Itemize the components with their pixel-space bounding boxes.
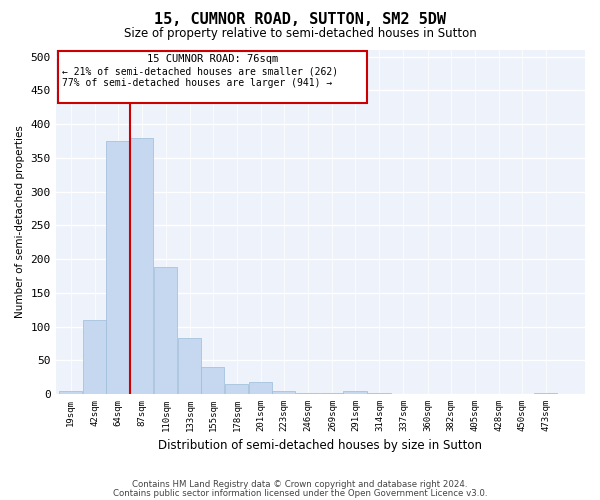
- Bar: [201, 367, 224, 394]
- Bar: [225, 384, 248, 394]
- FancyBboxPatch shape: [58, 52, 367, 102]
- Bar: [343, 390, 367, 394]
- Text: 15 CUMNOR ROAD: 76sqm: 15 CUMNOR ROAD: 76sqm: [147, 54, 278, 64]
- Text: Contains HM Land Registry data © Crown copyright and database right 2024.: Contains HM Land Registry data © Crown c…: [132, 480, 468, 489]
- Bar: [272, 390, 295, 394]
- Bar: [106, 141, 129, 394]
- Bar: [154, 267, 177, 394]
- Bar: [178, 338, 201, 394]
- X-axis label: Distribution of semi-detached houses by size in Sutton: Distribution of semi-detached houses by …: [158, 440, 482, 452]
- Bar: [296, 392, 319, 394]
- Text: Contains public sector information licensed under the Open Government Licence v3: Contains public sector information licen…: [113, 488, 487, 498]
- Bar: [59, 390, 82, 394]
- Text: 77% of semi-detached houses are larger (941) →: 77% of semi-detached houses are larger (…: [62, 78, 332, 88]
- Text: ← 21% of semi-detached houses are smaller (262): ← 21% of semi-detached houses are smalle…: [62, 66, 338, 76]
- Bar: [83, 320, 106, 394]
- Text: 15, CUMNOR ROAD, SUTTON, SM2 5DW: 15, CUMNOR ROAD, SUTTON, SM2 5DW: [154, 12, 446, 28]
- Text: Size of property relative to semi-detached houses in Sutton: Size of property relative to semi-detach…: [124, 28, 476, 40]
- Bar: [249, 382, 272, 394]
- Y-axis label: Number of semi-detached properties: Number of semi-detached properties: [15, 126, 25, 318]
- Bar: [130, 138, 153, 394]
